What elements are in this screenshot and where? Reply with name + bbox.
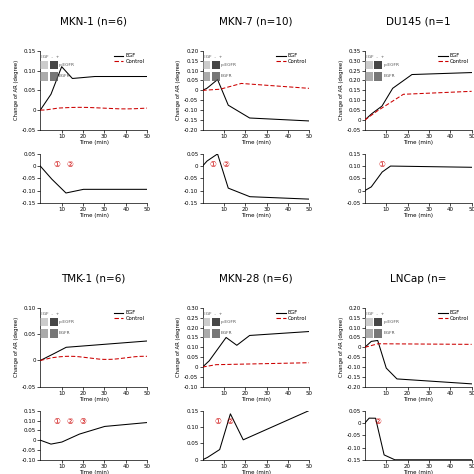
X-axis label: Time (min): Time (min) [79,140,109,146]
Text: ①: ① [54,417,61,426]
Text: ①: ① [379,160,385,169]
X-axis label: Time (min): Time (min) [403,140,433,146]
Text: MKN-28 (n=6): MKN-28 (n=6) [219,273,293,284]
Text: ②: ② [67,160,73,169]
X-axis label: Time (min): Time (min) [241,213,271,219]
X-axis label: Time (min): Time (min) [403,397,433,402]
Text: ②: ② [67,417,73,426]
Y-axis label: Change of AR (degree): Change of AR (degree) [176,60,182,120]
X-axis label: Time (min): Time (min) [241,397,271,402]
Text: ②: ② [223,160,229,169]
Text: ②: ② [374,417,381,426]
Y-axis label: Change of AR (degree): Change of AR (degree) [176,317,182,377]
Legend: EGF, Control: EGF, Control [276,54,307,64]
X-axis label: Time (min): Time (min) [79,397,109,402]
Legend: EGF, Control: EGF, Control [276,310,307,321]
Text: ③: ③ [80,417,86,426]
Legend: EGF, Control: EGF, Control [114,310,145,321]
Text: MKN-1 (n=6): MKN-1 (n=6) [60,17,127,27]
Y-axis label: Change of AR (degree): Change of AR (degree) [14,317,19,377]
Legend: EGF, Control: EGF, Control [438,310,469,321]
Text: ①: ① [54,160,61,169]
Text: TMK-1 (n=6): TMK-1 (n=6) [62,273,126,284]
Legend: EGF, Control: EGF, Control [438,54,469,64]
Text: ①: ① [214,417,221,426]
X-axis label: Time (min): Time (min) [241,470,271,474]
Text: ①: ① [210,160,217,169]
Legend: EGF, Control: EGF, Control [114,54,145,64]
Y-axis label: Change of AR (degree): Change of AR (degree) [338,317,344,377]
Y-axis label: Change of AR (degree): Change of AR (degree) [14,60,19,120]
Text: DU145 (n=1: DU145 (n=1 [386,17,451,27]
Text: ②: ② [227,417,234,426]
Text: MKN-7 (n=10): MKN-7 (n=10) [219,17,293,27]
Text: LNCap (n=: LNCap (n= [390,273,447,284]
X-axis label: Time (min): Time (min) [79,213,109,219]
X-axis label: Time (min): Time (min) [241,140,271,146]
X-axis label: Time (min): Time (min) [403,470,433,474]
X-axis label: Time (min): Time (min) [79,470,109,474]
X-axis label: Time (min): Time (min) [403,213,433,219]
Y-axis label: Change of AR (degree): Change of AR (degree) [338,60,344,120]
